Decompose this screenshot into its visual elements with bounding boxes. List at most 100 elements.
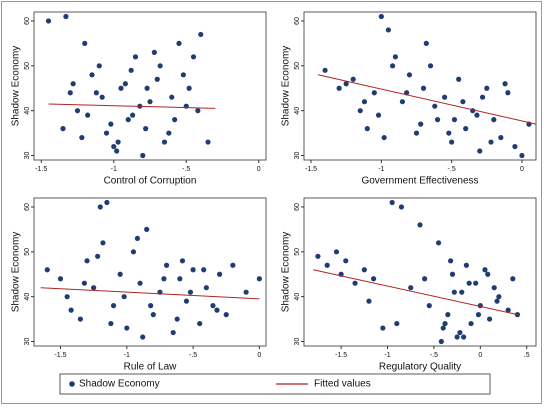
data-point [60, 126, 66, 132]
y-tick-label: 30 [294, 152, 301, 160]
data-point [438, 338, 444, 345]
x-axis-label: Government Effectiveness [361, 176, 478, 187]
data-point [315, 253, 321, 259]
data-point [214, 307, 220, 313]
x-tick-label: -1.5 [35, 166, 47, 173]
data-point [449, 139, 455, 145]
y-tick-label: 50 [294, 248, 301, 256]
data-point [91, 285, 97, 291]
panel: 30 40 50 60 -1.5 -1 -.5 0 .5 Regulatory Quality Sh… [281, 197, 537, 373]
y-tick-label: 60 [294, 203, 301, 211]
x-tick-label: -1 [124, 352, 130, 359]
data-point [100, 240, 106, 246]
data-point [459, 289, 465, 295]
data-point [140, 334, 146, 340]
data-point [128, 67, 134, 73]
legend-label: Shadow Economy [79, 379, 160, 390]
data-point [95, 253, 101, 259]
data-point [187, 289, 194, 295]
data-point [333, 249, 340, 255]
data-point [488, 139, 494, 145]
data-point [487, 316, 493, 322]
data-point [111, 143, 117, 150]
data-point [432, 103, 438, 109]
data-point [85, 112, 91, 118]
data-point [183, 298, 190, 304]
data-point [427, 63, 434, 69]
x-tick-label: 0 [257, 352, 261, 359]
plot-area [303, 11, 537, 161]
fitted-line [40, 287, 260, 300]
data-point [336, 85, 342, 91]
data-point [99, 94, 105, 100]
data-point [477, 148, 483, 154]
data-point [510, 276, 516, 282]
data-point [426, 303, 432, 309]
data-point [498, 134, 504, 141]
y-tick-label: 30 [294, 338, 301, 346]
data-point [124, 325, 130, 331]
x-tick-label: -1 [111, 166, 117, 173]
data-point [448, 258, 454, 264]
data-point [121, 294, 127, 300]
data-point [371, 276, 377, 282]
data-point [392, 54, 398, 60]
data-point [70, 81, 76, 87]
y-tick-label: 50 [24, 62, 31, 70]
fitted-line [317, 74, 537, 125]
x-axis-label: Rule of Law [124, 362, 178, 373]
x-tick-label: -1 [384, 352, 390, 359]
data-point [166, 130, 172, 136]
data-point [134, 235, 141, 241]
data-point [446, 130, 452, 136]
data-point [154, 76, 160, 82]
data-point [150, 312, 156, 318]
data-point [519, 152, 525, 159]
legend-key [69, 381, 75, 387]
data-point [463, 126, 469, 132]
data-point [406, 72, 413, 78]
data-point [484, 85, 490, 91]
y-axis-label: Shadow Economy [11, 232, 22, 313]
data-point [118, 85, 124, 91]
data-point [394, 320, 400, 327]
data-point [496, 294, 502, 300]
data-point [179, 258, 186, 264]
data-point [474, 112, 480, 118]
data-point [74, 108, 81, 114]
y-tick-label: 60 [294, 17, 301, 25]
data-point [130, 249, 137, 255]
data-point [399, 99, 406, 105]
data-point [389, 63, 396, 69]
data-point [57, 276, 64, 282]
data-point [505, 90, 511, 96]
data-point [203, 285, 209, 291]
data-point [502, 81, 508, 87]
data-point [67, 90, 73, 96]
data-point [230, 262, 236, 268]
data-point [485, 271, 491, 277]
data-point [479, 94, 486, 100]
data-point [177, 276, 183, 282]
data-point [445, 312, 451, 318]
data-point [79, 134, 85, 141]
data-point [398, 204, 405, 210]
data-point [143, 126, 149, 132]
data-point [180, 72, 186, 78]
data-point [205, 139, 211, 145]
data-point [81, 280, 87, 286]
data-point [97, 204, 103, 210]
data-point [77, 316, 83, 322]
data-point [93, 90, 99, 96]
data-point [104, 199, 110, 206]
data-point [45, 18, 52, 24]
y-axis-label: Shadow Economy [11, 46, 22, 127]
data-point [494, 298, 500, 304]
data-point [201, 267, 207, 273]
x-tick-label: -.5 [182, 166, 190, 173]
legend: Shadow Economy Fitted values [59, 373, 491, 395]
data-point [442, 320, 448, 327]
data-point [44, 267, 50, 273]
plot-area [33, 11, 267, 161]
